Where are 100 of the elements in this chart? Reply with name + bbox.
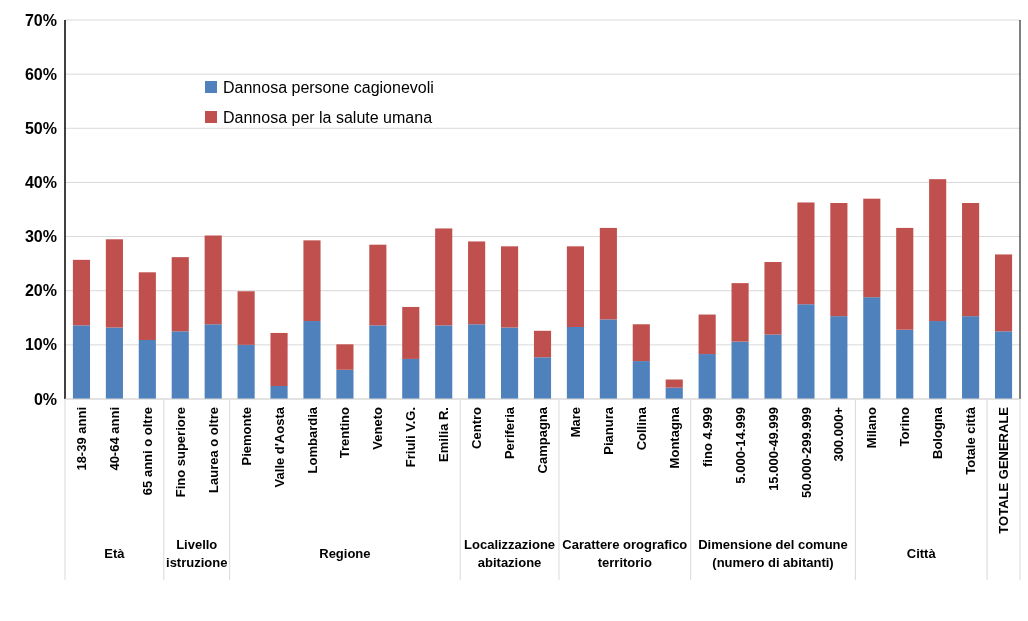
bar [72,259,91,326]
bar [105,327,123,399]
y-tick-label: 70% [24,11,57,29]
bar [105,239,123,328]
x-tick-label: Friuli V.G. [403,407,419,468]
x-tick-label: Montagna [666,406,682,469]
x-tick-label: Fino superiore [172,407,188,498]
x-tick-label: Collina [633,406,649,451]
x-tick-label: Veneto [370,406,386,450]
bar [533,330,552,358]
bar [336,344,354,370]
bar [270,386,288,399]
text: Localizzazione abitazione [464,536,556,570]
x-tick-label: 65 anni o oltre [139,407,155,496]
bar [830,316,848,399]
bar [435,228,453,326]
y-tick-label: 20% [24,282,57,300]
y-tick-label: 40% [24,174,57,192]
bar [863,198,881,298]
x-tick-label: Periferia [502,406,518,460]
bar [599,227,617,320]
x-tick-label: Pianura [600,406,616,455]
bar [929,179,947,322]
x-tick-label: 15.000-49.999 [765,407,781,491]
y-tick-label: 30% [24,228,57,246]
x-tick-label: Totale città [963,406,979,475]
bar [764,334,782,399]
bar [994,331,1013,399]
bar [501,246,519,328]
bar [929,321,947,399]
bar [566,246,584,327]
bar [138,272,156,340]
bar [764,262,782,335]
bar [501,327,519,399]
bar [72,325,91,399]
x-tick-label: Mare [567,407,583,438]
text: Età [104,545,126,561]
bar [468,241,486,325]
x-tick-label: Bologna [930,406,946,459]
bar [665,379,683,388]
bar [698,314,716,355]
x-tick-label: Torino [897,406,913,447]
text: Livello istruzione [166,536,228,570]
bar [435,325,453,399]
bar [632,324,650,362]
x-tick-label: Laurea o oltre [205,407,221,493]
x-tick-label: Milano [864,406,880,449]
bar [237,291,255,345]
bar [863,297,881,399]
x-tick-label: Centro [469,406,485,449]
bar [402,306,420,359]
bar [402,358,420,399]
bar [632,361,650,399]
bar [896,329,914,399]
x-tick-label: Emilia R. [436,407,452,462]
bar [171,331,189,399]
bar [896,227,914,330]
x-tick-label: TOTALE GENERALE [996,406,1012,534]
bar [962,316,980,399]
y-tick-label: 50% [24,119,57,137]
bar [698,354,716,399]
x-tick-label: fino 4.999 [699,407,715,467]
bar [369,325,387,399]
text: Città [906,545,937,561]
bar [303,240,321,322]
y-tick-label: 10% [24,336,57,354]
bar [599,319,617,399]
bar [830,203,848,317]
bar [731,341,749,399]
bar [566,326,584,399]
bar [270,332,288,387]
legend-label: Dannosa persone cagionevoli [223,78,434,96]
x-tick-label: Valle d'Aosta [271,406,287,488]
x-tick-label: Lombardia [304,406,320,474]
text: Carattere orografico territorio [562,536,688,570]
y-tick-label: 0% [33,390,57,408]
text: Dimensione del comune (numero di abitanti) [698,536,848,570]
bar [797,304,815,399]
y-tick-label: 60% [24,65,57,83]
bar [797,202,815,305]
text: Regione [319,545,371,561]
bar [237,344,255,399]
legend-label: Dannosa per la salute umana [223,108,433,126]
x-tick-label: 300.000+ [831,406,847,462]
x-tick-label: 5.000-14.999 [732,407,748,484]
bar [138,339,156,399]
bar [204,235,222,325]
bar [369,244,387,326]
bar [962,203,980,317]
bar [171,257,189,332]
bar [204,324,222,399]
bar [994,254,1013,332]
x-tick-label: 50.000-299.999 [798,407,814,499]
x-tick-label: Campagna [535,406,551,474]
bar [533,357,552,399]
bar [468,324,486,399]
bar [303,321,321,399]
x-tick-label: 18-39 anni [74,407,90,471]
bar [731,283,749,342]
x-tick-label: Trentino [337,406,353,459]
